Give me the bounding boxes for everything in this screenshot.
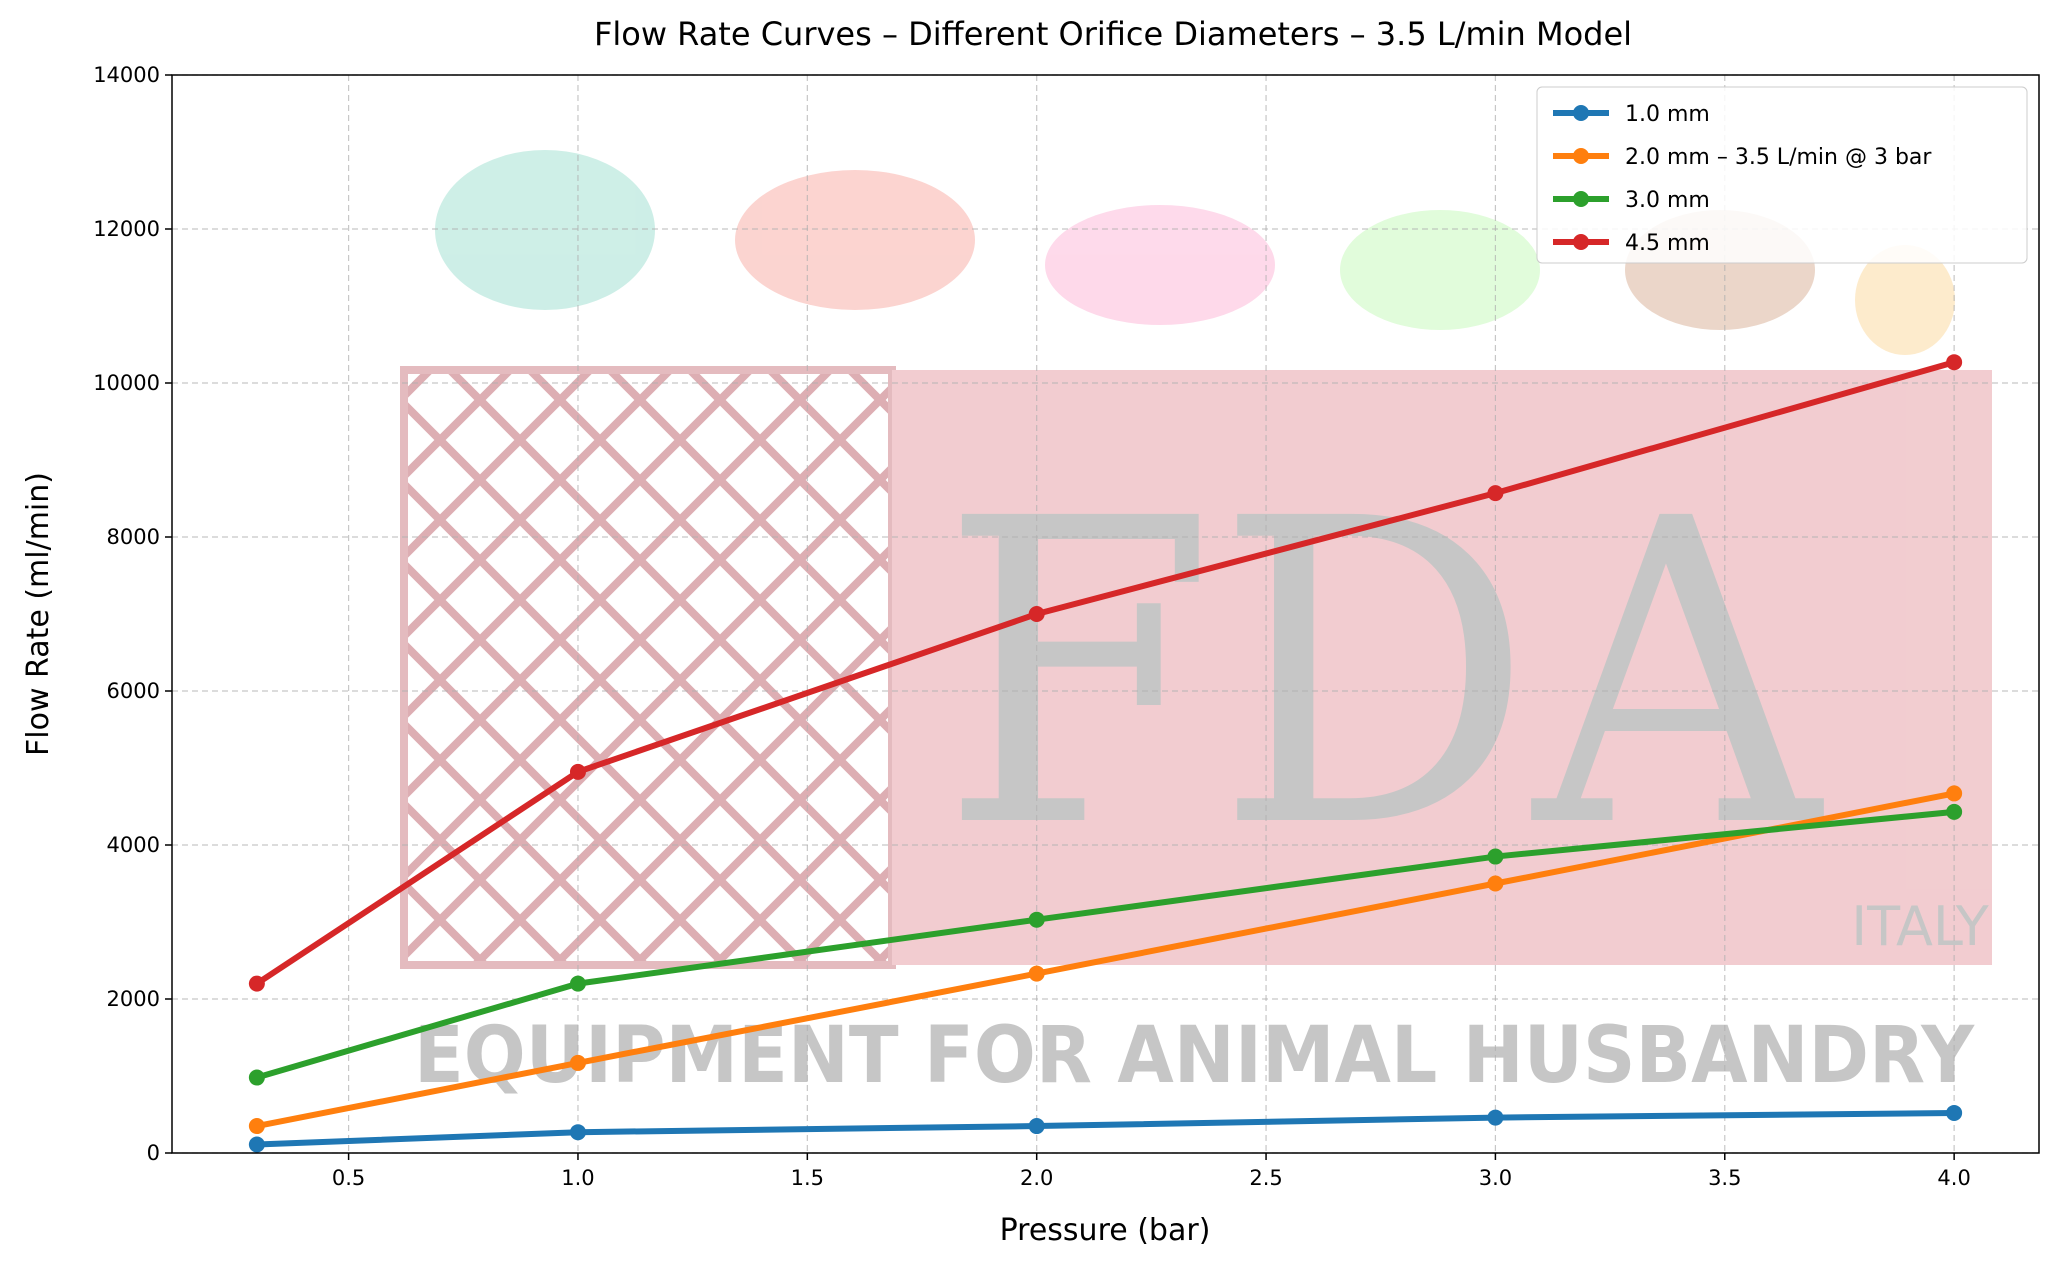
data-point — [248, 1069, 265, 1086]
pig-silhouette — [1045, 205, 1275, 325]
chart-title: Flow Rate Curves – Different Orifice Dia… — [594, 15, 1632, 53]
data-point — [1028, 606, 1045, 622]
y-axis-label: Flow Rate (ml/min) — [21, 472, 56, 756]
watermark-logo: FDA ITALY EQUIPMENT FOR ANIMAL HUSBANDRY — [400, 150, 1992, 1101]
y-tick-label: 8000 — [107, 525, 160, 549]
data-point — [248, 1136, 265, 1153]
data-point — [1487, 875, 1504, 892]
data-point — [248, 1118, 265, 1135]
data-point — [1487, 848, 1504, 865]
legend-marker — [1573, 148, 1589, 164]
data-point — [1487, 1109, 1504, 1126]
data-point — [569, 763, 586, 780]
data-point — [1946, 1104, 1963, 1121]
y-tick-label: 12000 — [93, 217, 160, 241]
data-point — [569, 1124, 586, 1141]
data-point — [1946, 354, 1963, 371]
horse-silhouette — [435, 150, 655, 310]
data-point — [1487, 485, 1504, 502]
data-point — [248, 975, 265, 992]
legend-label: 2.0 mm – 3.5 L/min @ 3 bar — [1625, 145, 1932, 170]
x-tick-label: 3.0 — [1479, 1166, 1512, 1190]
x-tick-label: 2.0 — [1020, 1166, 1053, 1190]
x-axis-label: Pressure (bar) — [1000, 1213, 1211, 1248]
watermark-tagline: EQUIPMENT FOR ANIMAL HUSBANDRY — [414, 1011, 1975, 1101]
data-point — [1028, 965, 1045, 982]
data-point — [1946, 785, 1963, 802]
data-point — [1028, 1118, 1045, 1135]
cow-silhouette — [735, 170, 975, 310]
chicken-silhouette — [1855, 245, 1955, 355]
data-point — [1946, 803, 1963, 820]
series-line-1 — [256, 1109, 1955, 1148]
watermark-hatch — [400, 366, 896, 969]
data-point — [569, 1054, 586, 1071]
y-tick-label: 2000 — [107, 987, 160, 1011]
y-tick-label: 6000 — [107, 679, 160, 703]
sheep-silhouette — [1340, 210, 1540, 330]
x-tick-label: 0.5 — [332, 1166, 365, 1190]
y-tick-label: 4000 — [107, 833, 160, 857]
legend-box — [1536, 86, 2028, 264]
x-tick-label: 3.5 — [1708, 1166, 1741, 1190]
x-tick-label: 2.5 — [1249, 1166, 1282, 1190]
legend-label: 4.5 mm — [1625, 231, 1710, 256]
legend-marker — [1573, 191, 1589, 207]
x-tick-label: 1.5 — [791, 1166, 824, 1190]
y-tick-label: 0 — [147, 1141, 160, 1165]
legend: 1.0 mm 2.0 mm – 3.5 L/min @ 3 bar 3.0 mm 4.… — [1536, 86, 2028, 264]
legend-label: 3.0 mm — [1625, 188, 1710, 213]
plot-frame — [171, 74, 2040, 1154]
data-point — [1028, 911, 1045, 928]
y-tick-label: 14000 — [93, 63, 160, 87]
watermark-italy: ITALY — [1851, 895, 1990, 958]
legend-marker — [1573, 105, 1589, 121]
y-tick-label: 10000 — [93, 371, 160, 395]
data-point — [569, 975, 586, 992]
x-tick-label: 4.0 — [1937, 1166, 1970, 1190]
legend-label: 1.0 mm — [1625, 102, 1710, 127]
x-tick-label: 1.0 — [561, 1166, 594, 1190]
legend-marker — [1573, 234, 1589, 250]
